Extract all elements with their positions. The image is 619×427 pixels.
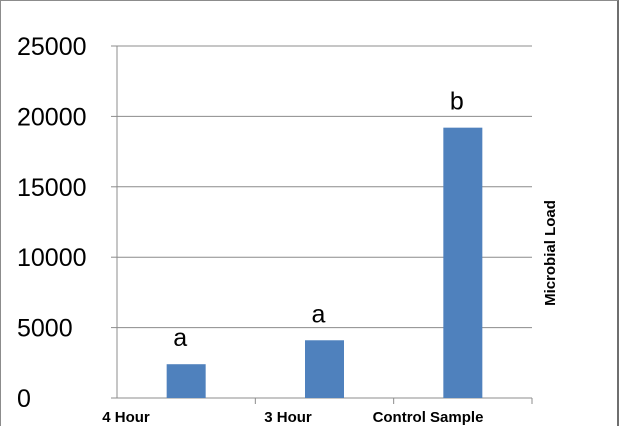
y-tick-label: 20000 <box>17 103 87 131</box>
bars <box>166 127 483 398</box>
x-tick-labels: 4 Hour 3 Hour Control Sample <box>102 409 483 426</box>
y-tick-label: 0 <box>17 385 31 413</box>
bar-annotations: a a b <box>173 88 464 353</box>
bar-4-hour <box>166 364 206 398</box>
bar-control-sample <box>443 127 483 398</box>
y-axis-label: Microbial Load <box>542 200 559 306</box>
x-tick-label: 4 Hour <box>102 409 150 426</box>
bar-annotation: a <box>312 300 326 328</box>
bar-3-hour <box>305 340 344 398</box>
x-tick-label: Control Sample <box>373 409 484 426</box>
y-tick-label: 10000 <box>17 244 87 272</box>
y-tick-label: 5000 <box>17 315 73 343</box>
y-tick-label: 25000 <box>17 33 87 61</box>
bar-annotation: b <box>450 88 464 116</box>
y-tick-label: 15000 <box>17 174 87 202</box>
bar-annotation: a <box>173 324 187 352</box>
x-tick-label: 3 Hour <box>264 409 312 426</box>
y-tick-labels: 0 5000 10000 15000 20000 25000 <box>17 33 87 413</box>
